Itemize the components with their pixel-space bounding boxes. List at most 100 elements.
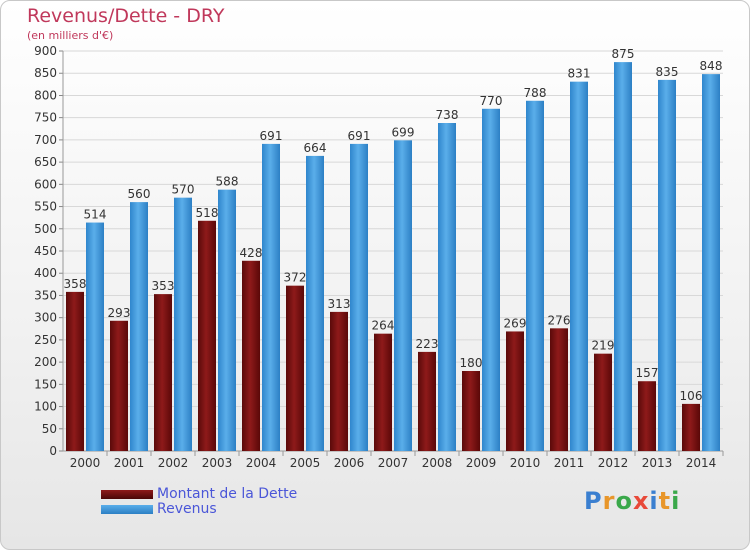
data-label-revenus: 848 bbox=[700, 59, 723, 73]
data-label-revenus: 560 bbox=[128, 187, 151, 201]
bar-revenus bbox=[702, 74, 720, 451]
y-tick-label: 200 bbox=[34, 355, 57, 369]
data-label-revenus: 664 bbox=[304, 141, 327, 155]
bar-dette bbox=[330, 311, 348, 451]
data-label-dette: 293 bbox=[108, 306, 131, 320]
logo-letter: t bbox=[658, 487, 672, 515]
y-tick-label: 750 bbox=[34, 111, 57, 125]
bar-dette bbox=[462, 371, 480, 451]
bar-dette bbox=[506, 331, 524, 451]
data-label-revenus: 738 bbox=[436, 108, 459, 122]
bar-revenus bbox=[174, 197, 192, 451]
bar-revenus bbox=[350, 143, 368, 451]
y-tick-label: 450 bbox=[34, 244, 57, 258]
bar-dette bbox=[198, 220, 216, 451]
data-label-dette: 358 bbox=[64, 277, 87, 291]
x-tick-label: 2005 bbox=[290, 456, 321, 470]
logo-letter: x bbox=[632, 487, 650, 515]
data-label-dette: 269 bbox=[504, 316, 527, 330]
bar-dette bbox=[242, 260, 260, 451]
data-label-dette: 428 bbox=[240, 246, 263, 260]
logo-letter: o bbox=[615, 487, 633, 515]
bar-dette bbox=[594, 353, 612, 451]
bar-revenus bbox=[658, 79, 676, 451]
data-label-dette: 313 bbox=[328, 297, 351, 311]
data-label-revenus: 514 bbox=[84, 208, 107, 222]
x-tick-label: 2014 bbox=[686, 456, 717, 470]
legend-label-revenus: Revenus bbox=[157, 501, 217, 517]
y-tick-label: 600 bbox=[34, 177, 57, 191]
bar-revenus bbox=[306, 155, 324, 451]
data-label-revenus: 570 bbox=[172, 183, 195, 197]
x-tick-label: 2000 bbox=[70, 456, 101, 470]
data-label-revenus: 770 bbox=[480, 94, 503, 108]
x-tick-label: 2013 bbox=[642, 456, 673, 470]
bar-dette bbox=[638, 381, 656, 451]
y-tick-label: 700 bbox=[34, 133, 57, 147]
bar-revenus bbox=[438, 123, 456, 451]
chart-title: Revenus/Dette - DRY bbox=[27, 5, 225, 27]
data-label-revenus: 699 bbox=[392, 125, 415, 139]
bar-dette bbox=[682, 403, 700, 451]
legend-swatch-revenus bbox=[101, 505, 153, 514]
proxiti-logo: Proxiti bbox=[584, 487, 680, 515]
x-tick-label: 2001 bbox=[114, 456, 145, 470]
y-tick-label: 350 bbox=[34, 288, 57, 302]
x-tick-label: 2008 bbox=[422, 456, 453, 470]
y-tick-label: 500 bbox=[34, 222, 57, 236]
bar-revenus bbox=[570, 81, 588, 452]
x-tick-label: 2012 bbox=[598, 456, 629, 470]
bar-dette bbox=[286, 285, 304, 451]
bar-dette bbox=[418, 351, 436, 451]
logo-letter: i bbox=[671, 487, 681, 515]
data-label-dette: 219 bbox=[592, 339, 615, 353]
data-label-dette: 106 bbox=[680, 389, 703, 403]
data-label-revenus: 835 bbox=[656, 65, 679, 79]
y-tick-label: 250 bbox=[34, 333, 57, 347]
x-tick-label: 2006 bbox=[334, 456, 365, 470]
data-label-revenus: 588 bbox=[216, 175, 239, 189]
y-tick-label: 100 bbox=[34, 400, 57, 414]
data-label-dette: 372 bbox=[284, 271, 307, 285]
chart-subtitle: (en milliers d'€) bbox=[27, 29, 114, 42]
data-label-revenus: 691 bbox=[348, 129, 371, 143]
y-tick-label: 0 bbox=[49, 444, 57, 458]
bar-revenus bbox=[130, 202, 148, 451]
x-tick-label: 2009 bbox=[466, 456, 497, 470]
y-tick-label: 900 bbox=[34, 44, 57, 58]
data-label-dette: 180 bbox=[460, 356, 483, 370]
y-tick-label: 800 bbox=[34, 88, 57, 102]
bar-dette bbox=[550, 328, 568, 451]
bar-revenus bbox=[394, 140, 412, 452]
legend-swatch-dette bbox=[101, 490, 153, 499]
y-tick-label: 850 bbox=[34, 66, 57, 80]
data-label-revenus: 831 bbox=[568, 67, 591, 81]
data-label-dette: 276 bbox=[548, 313, 571, 327]
data-label-dette: 223 bbox=[416, 337, 439, 351]
data-label-revenus: 788 bbox=[524, 86, 547, 100]
bar-dette bbox=[66, 291, 84, 451]
bar-revenus bbox=[614, 62, 632, 451]
y-tick-label: 300 bbox=[34, 311, 57, 325]
data-label-dette: 264 bbox=[372, 319, 395, 333]
bar-revenus bbox=[526, 100, 544, 452]
x-tick-label: 2010 bbox=[510, 456, 541, 470]
logo-letter: P bbox=[584, 487, 603, 515]
x-tick-label: 2011 bbox=[554, 456, 585, 470]
x-tick-label: 2004 bbox=[246, 456, 277, 470]
y-tick-label: 550 bbox=[34, 200, 57, 214]
bar-revenus bbox=[86, 222, 104, 451]
data-label-revenus: 691 bbox=[260, 129, 283, 143]
bar-revenus bbox=[218, 189, 236, 451]
bar-dette bbox=[154, 294, 172, 451]
logo-letter: i bbox=[649, 487, 659, 515]
x-tick-label: 2003 bbox=[202, 456, 233, 470]
y-tick-label: 50 bbox=[42, 422, 57, 436]
data-label-dette: 518 bbox=[196, 206, 219, 220]
legend-label-dette: Montant de la Dette bbox=[157, 486, 298, 502]
y-tick-label: 400 bbox=[34, 266, 57, 280]
bar-revenus bbox=[262, 143, 280, 451]
y-tick-label: 650 bbox=[34, 155, 57, 169]
